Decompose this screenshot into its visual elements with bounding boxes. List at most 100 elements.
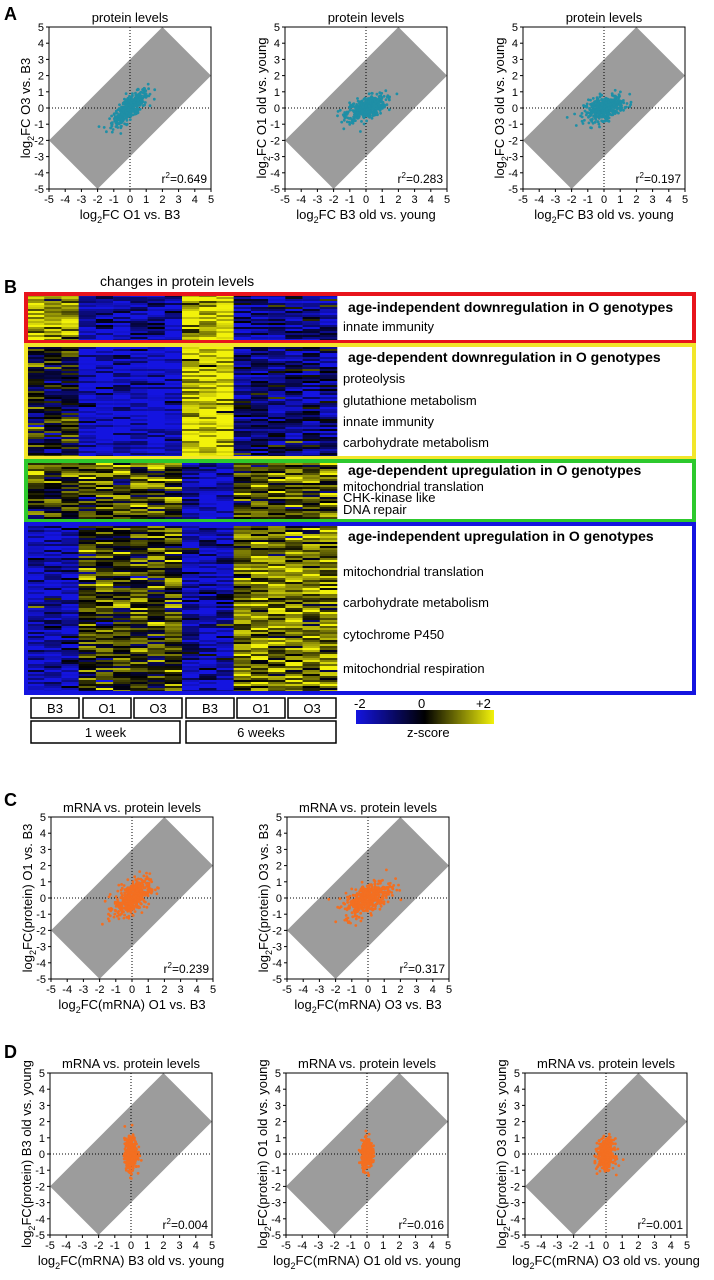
heatmap-cell — [268, 309, 286, 311]
heatmap-cell — [285, 379, 303, 381]
heatmap-cell — [216, 383, 234, 385]
scatter-plot: -5-5-4-4-3-3-2-2-1-1001122334455protein … — [18, 10, 214, 225]
data-point — [617, 111, 620, 115]
heatmap-cell — [78, 389, 97, 391]
heatmap-cell — [44, 327, 62, 329]
heatmap-cell — [61, 331, 79, 333]
heatmap-cell — [164, 307, 183, 309]
data-point — [126, 1160, 130, 1164]
heatmap-cell — [182, 305, 200, 307]
data-point — [370, 900, 374, 903]
heatmap-cell — [319, 319, 338, 321]
heatmap-cell — [95, 337, 114, 339]
heatmap-cell — [27, 425, 45, 427]
heatmap-cell — [216, 369, 234, 371]
data-point — [602, 1139, 606, 1143]
heatmap-cell — [147, 381, 166, 383]
data-point — [373, 882, 377, 886]
data-point — [621, 1158, 625, 1161]
heatmap-cell — [302, 351, 321, 353]
data-point — [116, 108, 120, 112]
heatmap-cell — [268, 405, 286, 407]
heatmap-cell — [164, 407, 183, 409]
heatmap-cell — [147, 419, 166, 421]
data-point — [367, 1151, 370, 1154]
heatmap-cell — [130, 419, 148, 421]
x-tick-label: -4 — [62, 984, 72, 996]
data-point — [132, 895, 136, 899]
heatmap-cell — [27, 417, 45, 419]
data-point — [369, 902, 373, 906]
x-tick-label: -1 — [585, 1240, 595, 1252]
data-point — [336, 110, 340, 113]
heatmap-cell — [285, 391, 303, 393]
heatmap-cell — [95, 389, 114, 391]
x-tick-label: 4 — [194, 984, 200, 996]
heatmap-cell — [285, 351, 303, 353]
heatmap-cell — [285, 417, 303, 419]
data-point — [378, 108, 382, 111]
data-point — [137, 884, 141, 888]
heatmap-cell — [130, 413, 148, 415]
data-point — [613, 1155, 617, 1159]
heatmap-cell — [233, 381, 252, 383]
heatmap-cell — [285, 365, 303, 367]
heatmap-cell — [113, 369, 131, 371]
data-point — [374, 104, 378, 108]
heatmap-cell — [95, 371, 114, 373]
data-point — [379, 904, 383, 908]
heatmap-cell — [199, 361, 217, 363]
data-points — [122, 1123, 143, 1180]
data-point — [361, 898, 364, 901]
heatmap-cell — [216, 353, 234, 355]
heatmap-cell — [319, 385, 338, 387]
heatmap-cell — [27, 381, 45, 383]
heatmap-cell — [182, 351, 200, 353]
heatmap-cell — [319, 309, 338, 311]
y-tick-label: -1 — [510, 1165, 520, 1177]
heatmap-cell — [44, 383, 62, 385]
heatmap-cell — [95, 427, 114, 429]
heatmap-cell — [199, 357, 217, 359]
data-point — [369, 912, 373, 915]
heatmap-cell — [44, 423, 62, 425]
heatmap-cell — [130, 389, 148, 391]
y-tick-label: 2 — [276, 861, 282, 873]
data-point — [390, 885, 394, 889]
data-point — [142, 905, 146, 908]
heatmap-cell — [130, 325, 148, 327]
data-point — [376, 892, 379, 895]
heatmap-cell — [199, 381, 217, 383]
x-tick-label: -3 — [315, 984, 325, 996]
heatmap-cell — [268, 337, 286, 339]
heatmap-cell — [164, 397, 183, 399]
heatmap-cell — [113, 299, 131, 301]
heatmap-cell — [250, 309, 269, 311]
heatmap-cell — [285, 335, 303, 337]
heatmap-cell — [268, 335, 286, 337]
data-point — [121, 102, 125, 106]
heatmap-cell — [216, 333, 234, 335]
heatmap-cell — [78, 391, 97, 393]
heatmap-cell — [285, 363, 303, 365]
heatmap-cell — [164, 299, 183, 301]
data-point — [367, 100, 370, 104]
data-point — [367, 896, 371, 900]
heatmap-cell — [113, 381, 131, 383]
heatmap-cell — [199, 369, 217, 371]
data-point — [121, 910, 124, 914]
heatmap-cell — [199, 303, 217, 305]
data-point — [109, 122, 113, 125]
heatmap-cell — [147, 351, 166, 353]
heatmap-cell — [147, 411, 166, 413]
heatmap-cell — [182, 327, 200, 329]
data-point — [133, 875, 137, 879]
heatmap-cell — [61, 365, 79, 367]
heatmap-cell — [302, 385, 321, 387]
heatmap-cell — [44, 359, 62, 361]
data-point — [607, 100, 610, 104]
heatmap-cell — [44, 371, 62, 373]
heatmap-cell — [164, 359, 183, 361]
heatmap-cell — [147, 375, 166, 377]
heatmap-cell — [302, 421, 321, 423]
